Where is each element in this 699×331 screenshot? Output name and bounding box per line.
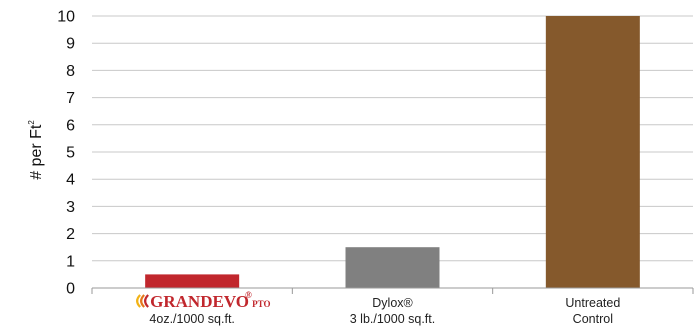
grandevo-logo: GRANDEVO bbox=[150, 292, 249, 311]
x-tick-label: Control bbox=[573, 312, 613, 326]
y-tick-label: 0 bbox=[66, 281, 75, 298]
x-tick-label: Dylox® bbox=[372, 296, 413, 310]
y-tick-label: 10 bbox=[57, 9, 75, 26]
y-axis-ticks: 0 1 2 3 4 5 6 7 8 9 10 bbox=[57, 9, 75, 298]
bars bbox=[145, 16, 640, 288]
bar bbox=[545, 16, 640, 288]
x-axis bbox=[91, 287, 694, 294]
x-tick-label: Untreated bbox=[565, 296, 620, 310]
y-axis-label-superscript: 2 bbox=[27, 120, 36, 125]
y-axis-label: # per Ft2 bbox=[27, 120, 45, 180]
y-tick-label: 7 bbox=[66, 90, 75, 107]
category-label: Untreated Control bbox=[565, 296, 620, 326]
y-tick-label: 2 bbox=[66, 226, 75, 243]
logo-registered-mark: ® bbox=[245, 290, 252, 300]
y-tick-label: 4 bbox=[66, 172, 75, 189]
bar bbox=[345, 247, 440, 288]
x-tick-label: 3 lb./1000 sq.ft. bbox=[350, 312, 435, 326]
y-tick-label: 5 bbox=[66, 145, 75, 162]
logo-suffix: PTO bbox=[252, 299, 270, 309]
category-label: Dylox® 3 lb./1000 sq.ft. bbox=[350, 296, 435, 326]
category-label: GRANDEVO®PTO 4oz./1000 sq.ft. bbox=[136, 290, 271, 326]
category-labels: GRANDEVO®PTO 4oz./1000 sq.ft. Dylox® 3 lb./… bbox=[136, 290, 620, 326]
y-tick-label: 3 bbox=[66, 199, 75, 216]
y-tick-label: 9 bbox=[66, 36, 75, 53]
grandevo-logo-mark-icon bbox=[136, 294, 149, 308]
bar bbox=[145, 274, 240, 288]
y-tick-label: 1 bbox=[66, 253, 75, 270]
y-tick-label: 6 bbox=[66, 117, 75, 134]
y-tick-label: 8 bbox=[66, 63, 75, 80]
y-axis-label-text: # per Ft bbox=[28, 124, 45, 180]
x-tick-label: 4oz./1000 sq.ft. bbox=[149, 312, 234, 326]
